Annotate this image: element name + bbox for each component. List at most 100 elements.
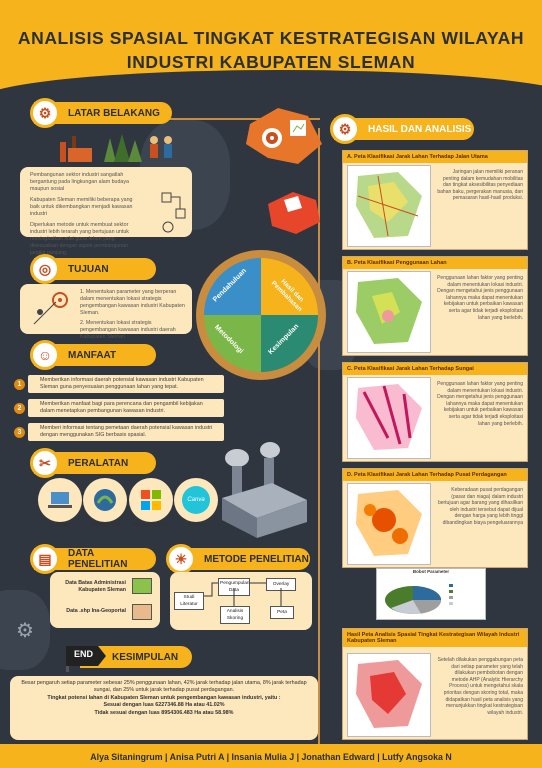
tujuan-item-1: 1. Menentukan parameter yang berperan da… (80, 289, 185, 316)
document-icon: ▤ (30, 544, 60, 574)
hasil-heading: ⚙ HASIL DAN ANALISIS (330, 114, 474, 144)
kesimpulan-heading-label: KESIMPULAN (112, 651, 179, 663)
tool-item: Canva Canva (173, 478, 218, 528)
manfaat-item: 3 Memberi informasi tentang pemetaan dae… (14, 423, 224, 441)
manfaat-number: 2 (14, 403, 25, 414)
pie-title: Bobot Parameter (412, 569, 450, 574)
kesimpulan-heading: KESIMPULAN (80, 646, 192, 668)
flow-analisis: Analisis Skoring (220, 606, 250, 624)
data-heading: ▤ DATA PENELITIAN (30, 544, 156, 574)
manfaat-number: 3 (14, 427, 25, 438)
end-sign-icon: END (62, 640, 108, 672)
latar-point-2: Kabupaten Sleman memiliki beberapa yang … (30, 197, 133, 217)
arcmap-icon (83, 478, 128, 522)
tujuan-card: 1. Menentukan parameter yang berperan da… (20, 284, 192, 340)
map-jalan (347, 165, 431, 247)
metode-heading: ☀ METODE PENELITIAN (166, 544, 310, 574)
manfaat-heading: ☺ MANFAAT (30, 340, 156, 370)
latar-point-1: Pembangunan sektor industri sangatlah be… (30, 172, 129, 192)
tool-label: Laptop (51, 522, 69, 528)
factory-building-illustration (212, 438, 312, 542)
hasil-panel-a: A. Peta Klasifikasi Jarak Lahan Terhadap… (342, 150, 528, 250)
map-sungai (347, 377, 431, 459)
flow-arrows (204, 582, 282, 606)
data-item-1: Data Batas Administrasi Kabupaten Sleman (65, 580, 126, 593)
manfaat-heading-label: MANFAAT (68, 349, 117, 361)
laptop-icon (38, 478, 82, 522)
panel-title: D. Peta Klasifikasi Jarak Lahan Terhadap… (343, 469, 527, 481)
flow-studi: Studi Literatur (174, 592, 204, 610)
connector-line (160, 118, 320, 120)
map-perdagangan (347, 483, 431, 565)
manfaat-list: 1 Memberikan informasi daerah potensial … (14, 375, 224, 441)
kesimpulan-line-3: Sesuai dengan luas 6227346.88 Ha atau 41… (103, 702, 225, 709)
archer-icon (30, 290, 70, 331)
bobot-pie-chart: Bobot Parameter (376, 568, 486, 620)
hasil-final-panel: Hasil Peta Analisis Spasial Tingkat Kest… (342, 628, 528, 740)
panel-title: A. Peta Klasifikasi Jarak Lahan Terhadap… (343, 151, 527, 163)
tujuan-heading-label: TUJUAN (68, 263, 109, 275)
microsoft-icon (128, 478, 173, 522)
target-icon: ◎ (30, 254, 60, 284)
data-heading-label: DATA PENELITIAN (67, 548, 128, 570)
latar-heading-label: LATAR BELAKANG (68, 107, 160, 119)
metode-flow: Studi Literatur Pengumpulan Data Overlay… (170, 572, 312, 630)
latar-point-3: Diperlukan metode untuk membuat sektor i… (30, 222, 129, 256)
manfaat-text: Memberikan manfaat bagi para perencana d… (28, 399, 224, 417)
kesimpulan-line-2: Tingkat potensi lahan di Kabupaten Slema… (47, 694, 281, 701)
footer-authors: Alya Sitaningrum | Anisa Putri A | Insan… (0, 744, 542, 768)
panel-title: B. Peta Klasifikasi Penggunaan Lahan (343, 257, 527, 269)
tool-label: Microsoft 2019 (133, 522, 169, 528)
data-card: Data Batas Administrasi Kabupaten Sleman… (50, 572, 160, 628)
panel-title: C. Peta Klasifikasi Jarak Lahan Terhadap… (343, 363, 527, 375)
tool-item: Microsoft 2019 (128, 478, 173, 528)
map-penggunaan-lahan (347, 271, 431, 353)
kesimpulan-card: Besar pengaruh setiap parameter sebesar … (10, 676, 318, 740)
panel-text: Keberadaan pusat perdagangan (pasar dan … (437, 487, 523, 526)
gears-icon: ⚙ (16, 620, 34, 642)
hasil-panel-b: B. Peta Klasifikasi Penggunaan Lahan Pen… (342, 256, 528, 356)
tool-label: ArcMap 10.8 (90, 522, 121, 528)
hasil-panel-d: D. Peta Klasifikasi Jarak Lahan Terhadap… (342, 468, 528, 568)
tujuan-heading: ◎ TUJUAN (30, 254, 156, 284)
poster-title: ANALISIS SPASIAL TINGKAT KESTRATEGISAN W… (17, 28, 525, 72)
manfaat-item: 1 Memberikan informasi daerah potensial … (14, 375, 224, 393)
sleman-map-illustration (238, 104, 328, 244)
manfaat-number: 1 (14, 379, 25, 390)
tool-item: ArcMap 10.8 (83, 478, 128, 528)
shp-thumb-icon (132, 604, 152, 620)
panel-text: Jaringan jalan memiliki peranan penting … (437, 169, 523, 202)
kesimpulan-line-4: Tidak sesuai dengan luas 8954306.483 Ha … (94, 709, 234, 716)
map-thumb-icon (132, 578, 152, 594)
end-label: END (74, 649, 94, 659)
tool-item: Laptop (38, 478, 82, 528)
peralatan-heading: ✂ PERALATAN (30, 448, 156, 478)
people-icon: ☺ (30, 340, 60, 370)
manfaat-item: 2 Memberikan manfaat bagi para perencana… (14, 399, 224, 417)
panel-text: Penggunaan lahan faktor yang penting dal… (437, 381, 523, 427)
tools-row: Laptop ArcMap 10.8 Microsoft 2019 Canva C… (38, 478, 218, 528)
map-final (347, 653, 431, 737)
tujuan-item-2: 2. Menentukan lokasi strategis pengemban… (80, 320, 176, 340)
panel-title: Hasil Peta Analisis Spasial Tingkat Kest… (343, 629, 527, 647)
factory-illustration (58, 128, 178, 162)
kesimpulan-line-1: Besar pengaruh setiap parameter sebesar … (21, 680, 307, 694)
panel-text: Penggunaan lahan faktor yang penting dal… (437, 275, 523, 321)
handshake-gear-icon: ⚙ (330, 114, 360, 144)
lightbulb-icon: ☀ (166, 544, 196, 574)
tools-icon: ✂ (30, 448, 60, 478)
flow-peta: Peta (270, 606, 294, 619)
metode-heading-label: METODE PENELITIAN (204, 553, 309, 565)
connector-line (318, 128, 320, 746)
hasil-heading-label: HASIL DAN ANALISIS (368, 123, 472, 135)
process-flow-icon (160, 191, 190, 238)
canva-icon: Canva (173, 478, 218, 522)
peralatan-heading-label: PERALATAN (68, 457, 129, 469)
manfaat-text: Memberi informasi tentang pemetaan daera… (28, 423, 224, 441)
tool-label: Canva (188, 522, 204, 528)
latar-heading: ⚙ LATAR BELAKANG (30, 98, 172, 128)
hasil-panel-c: C. Peta Klasifikasi Jarak Lahan Terhadap… (342, 362, 528, 462)
bg-blob (0, 590, 50, 670)
idea-gear-icon: ⚙ (30, 98, 60, 128)
